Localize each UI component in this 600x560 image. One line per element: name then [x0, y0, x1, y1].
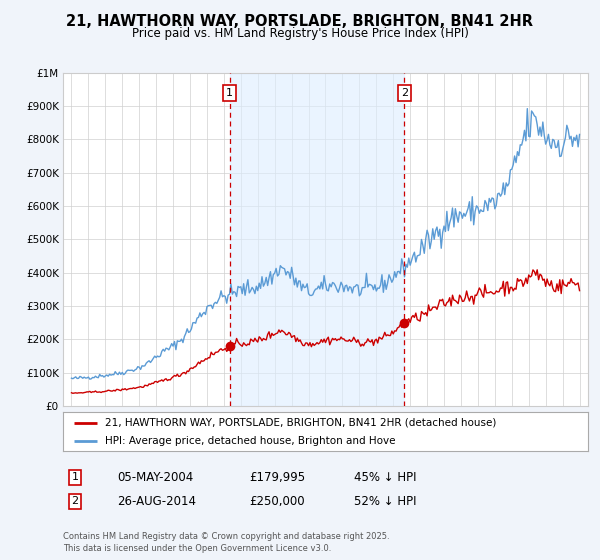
Text: Price paid vs. HM Land Registry's House Price Index (HPI): Price paid vs. HM Land Registry's House …: [131, 27, 469, 40]
Text: 45% ↓ HPI: 45% ↓ HPI: [354, 470, 416, 484]
Text: 1: 1: [226, 88, 233, 98]
Text: 05-MAY-2004: 05-MAY-2004: [117, 470, 193, 484]
Text: 2: 2: [71, 496, 79, 506]
Bar: [230, 73, 404, 406]
Text: 52% ↓ HPI: 52% ↓ HPI: [354, 494, 416, 508]
Text: 21, HAWTHORN WAY, PORTSLADE, BRIGHTON, BN41 2HR (detached house): 21, HAWTHORN WAY, PORTSLADE, BRIGHTON, B…: [105, 418, 496, 428]
Text: 1: 1: [71, 472, 79, 482]
Text: HPI: Average price, detached house, Brighton and Hove: HPI: Average price, detached house, Brig…: [105, 436, 395, 446]
Text: £179,995: £179,995: [249, 470, 305, 484]
Text: £250,000: £250,000: [249, 494, 305, 508]
Text: Contains HM Land Registry data © Crown copyright and database right 2025.
This d: Contains HM Land Registry data © Crown c…: [63, 533, 389, 553]
Text: 21, HAWTHORN WAY, PORTSLADE, BRIGHTON, BN41 2HR: 21, HAWTHORN WAY, PORTSLADE, BRIGHTON, B…: [67, 14, 533, 29]
Text: 2: 2: [401, 88, 408, 98]
Text: 26-AUG-2014: 26-AUG-2014: [117, 494, 196, 508]
